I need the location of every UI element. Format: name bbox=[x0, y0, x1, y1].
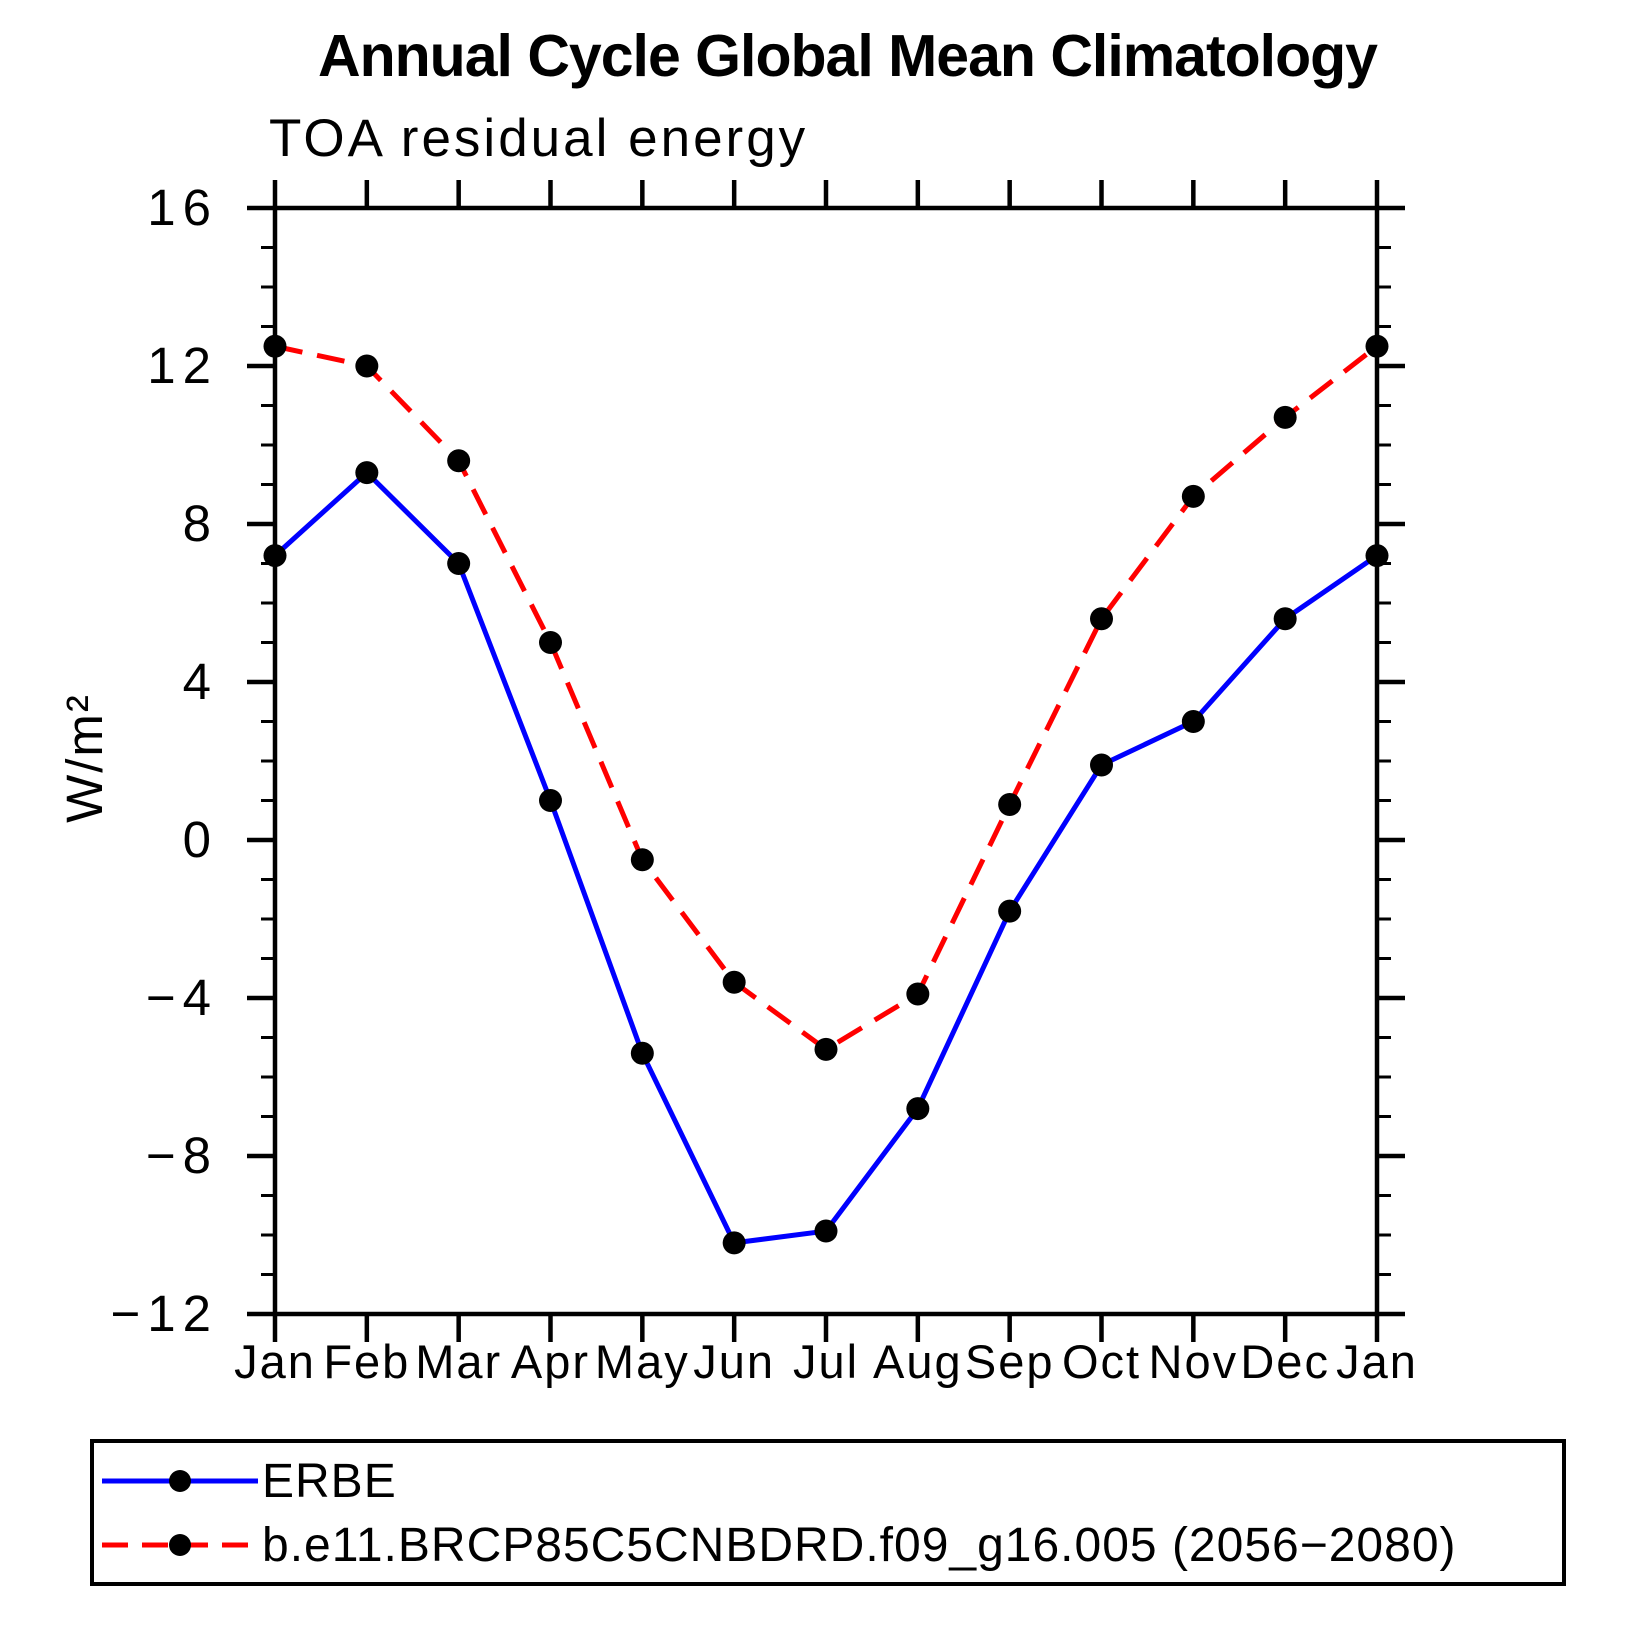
legend-item-erbe: ERBE bbox=[100, 1451, 397, 1511]
data-point-marker bbox=[263, 334, 287, 358]
y-tick-label: 16 bbox=[147, 179, 218, 236]
data-point-marker bbox=[1181, 484, 1205, 508]
x-tick-label: Jul bbox=[793, 1335, 859, 1388]
legend-marker-dot bbox=[169, 1534, 191, 1556]
data-point-marker bbox=[447, 552, 471, 575]
plot-frame bbox=[272, 205, 1380, 1317]
data-point-marker bbox=[630, 848, 654, 872]
data-point-marker bbox=[998, 792, 1022, 816]
x-tick-label: Oct bbox=[1062, 1335, 1141, 1388]
x-tick-label: May bbox=[595, 1335, 690, 1388]
data-point-marker bbox=[447, 449, 471, 473]
data-point-marker bbox=[1090, 753, 1113, 777]
x-tick-label: Mar bbox=[415, 1335, 502, 1388]
series-line-erbe bbox=[273, 469, 1379, 1246]
chart-subtitle: TOA residual energy bbox=[269, 109, 809, 168]
data-point-marker bbox=[1181, 710, 1205, 733]
y-tick-label: −4 bbox=[146, 969, 218, 1026]
legend-box: ERBE b.e11.BRCP85C5CNBDRD.f09_g16.005 (2… bbox=[90, 1439, 1566, 1586]
chart-title: Annual Cycle Global Mean Climatology bbox=[318, 23, 1378, 89]
legend-line-sample-dashed bbox=[102, 1534, 258, 1556]
data-point-marker bbox=[1365, 334, 1389, 358]
x-tick-label: Jan bbox=[1336, 1335, 1418, 1388]
y-tick-label: 0 bbox=[183, 811, 218, 868]
y-tick-label: 8 bbox=[183, 495, 218, 552]
data-point-marker bbox=[539, 631, 562, 654]
y-tick-label: −8 bbox=[146, 1127, 218, 1184]
data-point-marker bbox=[1273, 607, 1297, 631]
data-point-marker bbox=[814, 1037, 838, 1061]
data-point-marker bbox=[355, 461, 379, 485]
data-point-marker bbox=[814, 1219, 838, 1243]
x-tick-label: Jun bbox=[693, 1335, 775, 1388]
data-point-marker bbox=[722, 970, 746, 994]
data-point-marker bbox=[539, 789, 562, 812]
x-tick-label: Sep bbox=[965, 1335, 1055, 1388]
x-tick-label: Dec bbox=[1240, 1335, 1330, 1388]
data-point-marker bbox=[630, 1041, 654, 1065]
x-tick-label: Nov bbox=[1149, 1335, 1239, 1388]
data-point-marker bbox=[355, 354, 379, 378]
data-point-marker bbox=[1365, 544, 1389, 568]
legend-marker-dot bbox=[169, 1470, 191, 1492]
x-tick-label: Feb bbox=[323, 1335, 410, 1388]
legend-line-sample-solid bbox=[102, 1470, 258, 1492]
data-point-marker bbox=[906, 982, 930, 1006]
x-tick-label: Aug bbox=[873, 1335, 963, 1388]
data-point-marker bbox=[1273, 405, 1297, 429]
x-tick-label: Jan bbox=[234, 1335, 316, 1388]
x-tick-label: Apr bbox=[511, 1335, 590, 1388]
y-tick-label: 4 bbox=[183, 653, 218, 710]
data-point-marker bbox=[906, 1097, 930, 1121]
y-tick-label: 12 bbox=[147, 337, 218, 394]
y-tick-label: −12 bbox=[110, 1285, 218, 1342]
data-point-marker bbox=[998, 899, 1022, 923]
data-point-marker bbox=[1090, 607, 1113, 631]
legend-label-model: b.e11.BRCP85C5CNBDRD.f09_g16.005 (2056−2… bbox=[262, 1518, 1457, 1572]
legend-item-model: b.e11.BRCP85C5CNBDRD.f09_g16.005 (2056−2… bbox=[100, 1515, 1457, 1575]
data-point-marker bbox=[263, 544, 287, 568]
legend-label-erbe: ERBE bbox=[262, 1454, 397, 1508]
data-point-marker bbox=[722, 1231, 746, 1255]
